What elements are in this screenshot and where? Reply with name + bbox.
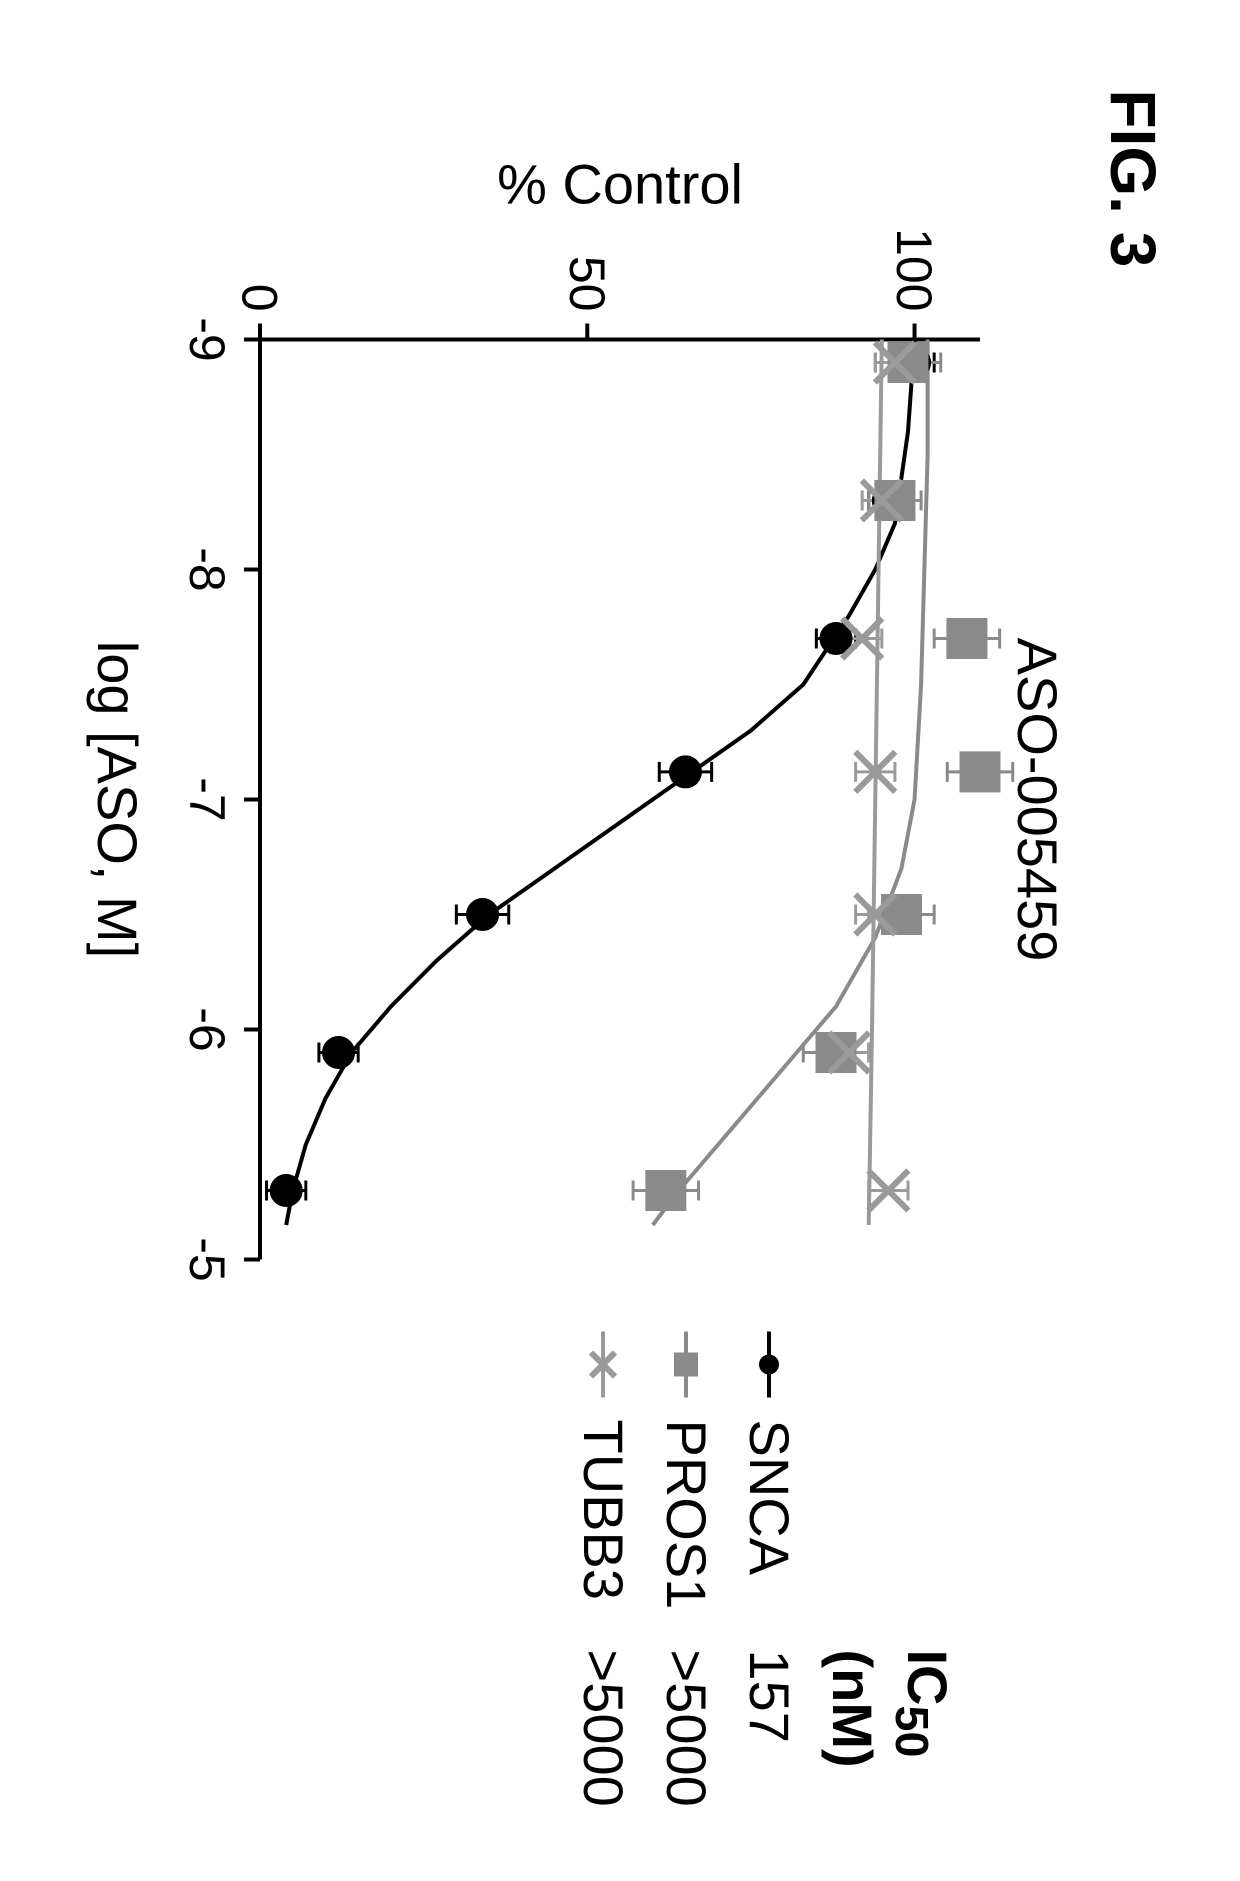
legend-row: SNCA157 — [737, 1330, 802, 1850]
svg-text:% Control: % Control — [497, 153, 743, 216]
ic50-sub: 50 — [886, 1706, 938, 1758]
ic50-unit: (nM) — [821, 1650, 884, 1768]
legend-row: PROS1>5000 — [654, 1330, 719, 1850]
svg-text:100: 100 — [886, 228, 942, 311]
legend-marker-icon — [749, 1330, 789, 1400]
legend-header-spacer — [870, 1330, 910, 1400]
svg-text:50: 50 — [559, 256, 615, 312]
svg-text:-6: -6 — [179, 1007, 235, 1051]
legend-series-label: SNCA — [737, 1420, 802, 1650]
svg-text:-7: -7 — [179, 777, 235, 821]
svg-text:0: 0 — [232, 284, 288, 312]
legend-series-label: PROS1 — [654, 1420, 719, 1650]
legend-series-label: TUBB3 — [571, 1420, 636, 1650]
legend-ic50-value: 157 — [737, 1650, 802, 1850]
legend-row: TUBB3>5000 — [571, 1330, 636, 1850]
legend-header-row: IC50 (nM) — [820, 1330, 960, 1850]
ic50-text: IC — [896, 1650, 959, 1706]
legend-marker-icon — [583, 1330, 623, 1400]
svg-text:log [ASO, M]: log [ASO, M] — [86, 641, 149, 958]
legend-ic50-value: >5000 — [654, 1650, 719, 1850]
rotated-layout: FIG. 3 ASO-005459 -9-8-7-6-5050100log [A… — [0, 0, 1240, 1881]
legend: IC50 (nM) SNCA157PROS1>5000TUBB3>5000 — [553, 1330, 960, 1850]
legend-ic50-header: IC50 (nM) — [820, 1650, 960, 1850]
svg-text:-5: -5 — [179, 1237, 235, 1281]
svg-text:-9: -9 — [179, 317, 235, 361]
legend-ic50-value: >5000 — [571, 1650, 636, 1850]
legend-marker-icon — [666, 1330, 706, 1400]
svg-text:-8: -8 — [179, 547, 235, 591]
